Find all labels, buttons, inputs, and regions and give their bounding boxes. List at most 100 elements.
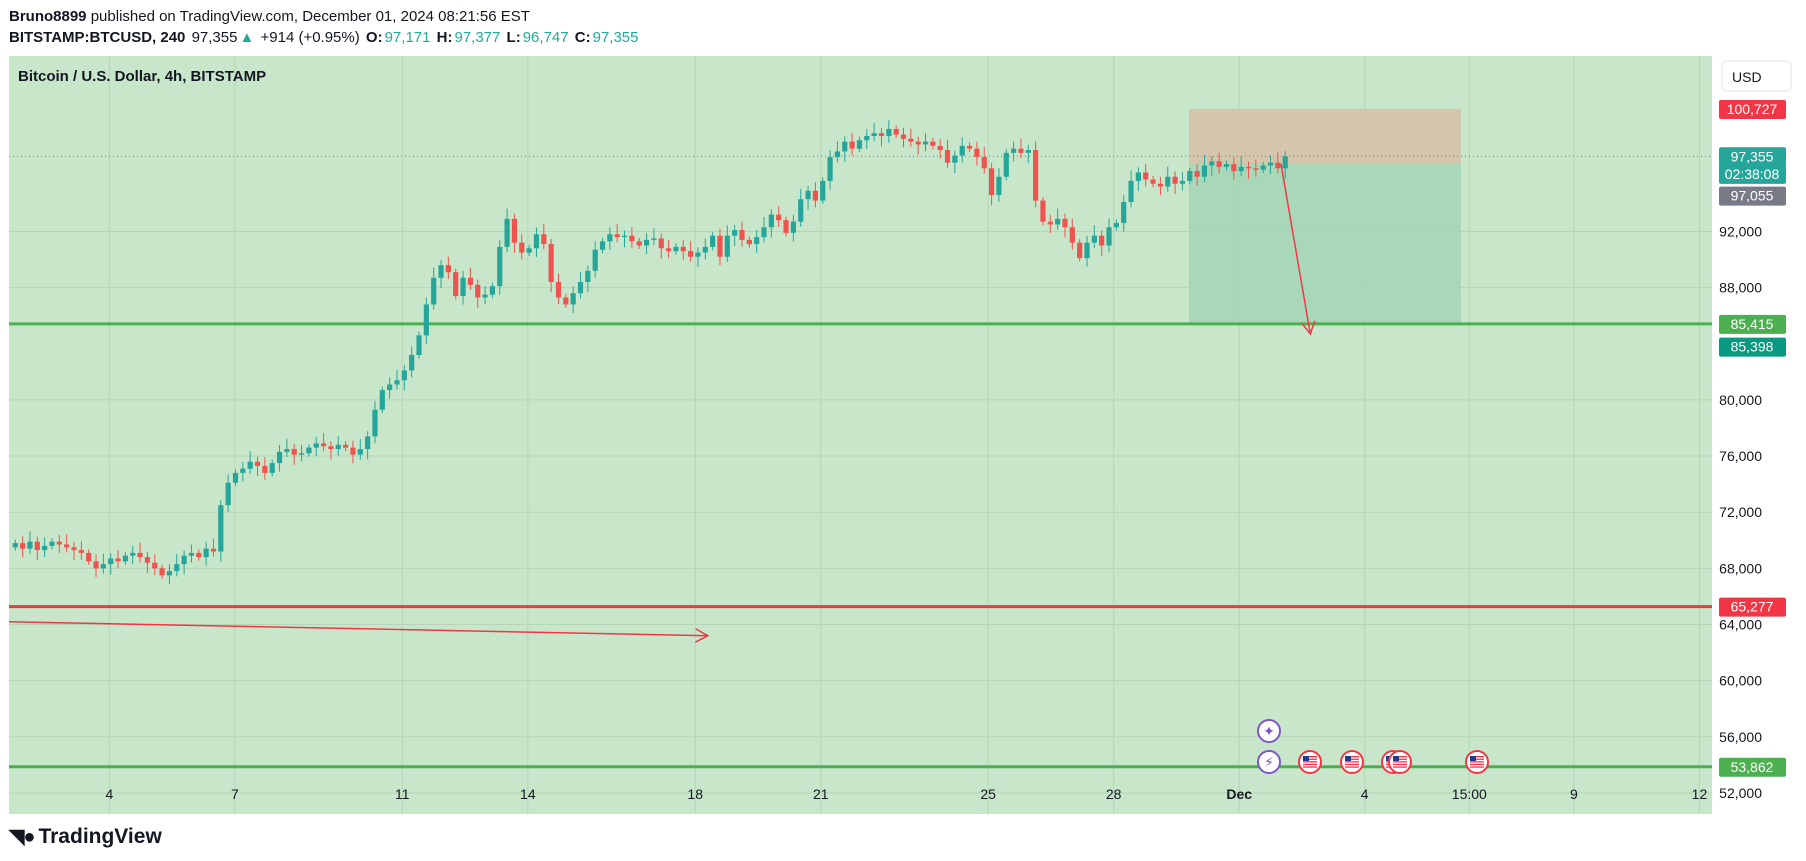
candle: [1209, 156, 1215, 176]
x-tick-label: 18: [687, 786, 703, 802]
candle-body: [739, 230, 745, 240]
candle-body: [188, 552, 195, 556]
candle: [174, 553, 180, 577]
candle-body: [203, 548, 209, 558]
candle-body: [453, 272, 459, 297]
candle-body: [225, 482, 231, 506]
candle: [1194, 164, 1200, 186]
candle: [607, 227, 613, 250]
candle-body: [1143, 172, 1149, 180]
take-profit-zone: [1188, 164, 1461, 324]
x-tick-label: 11: [395, 786, 410, 802]
candle-body: [570, 293, 576, 305]
time-axis[interactable]: 4 7 11 14 18 21 25 28 Dec 4 15:00 9 12: [106, 786, 1708, 802]
candle: [350, 440, 356, 464]
candle: [203, 541, 209, 566]
candle: [328, 441, 334, 460]
short-position-tool[interactable]: [1188, 108, 1461, 324]
candle: [159, 564, 165, 579]
candle-body: [431, 277, 437, 305]
candle: [475, 279, 481, 308]
price-label-bg: [1719, 314, 1786, 334]
y-tick-label: 76,000: [1719, 448, 1762, 464]
candle-body: [981, 157, 987, 169]
candle-body: [658, 238, 664, 249]
candle: [665, 239, 672, 258]
candle-body: [247, 461, 253, 469]
economic-events[interactable]: ✦⚡: [1257, 719, 1489, 774]
candle-body: [174, 564, 180, 572]
candle-body: [137, 552, 143, 558]
price-label-bg: [1719, 186, 1786, 206]
high-label: H:: [436, 29, 453, 46]
candle: [284, 438, 290, 458]
candle: [1267, 155, 1274, 175]
candle-body: [673, 246, 679, 252]
author-name[interactable]: Bruno8899: [9, 8, 87, 25]
flag-canton: [1303, 756, 1309, 761]
candle-body: [717, 235, 723, 257]
candle-body: [276, 451, 283, 464]
candle-body: [548, 244, 554, 282]
candle: [592, 241, 598, 278]
candle-body: [122, 555, 128, 562]
candle: [717, 228, 723, 266]
candle: [636, 237, 642, 250]
candle-body: [86, 552, 92, 562]
candle: [1033, 141, 1039, 208]
candle-body: [1011, 148, 1017, 153]
flag-stripe: [1345, 758, 1359, 760]
candle: [922, 133, 929, 152]
candle-body: [526, 248, 532, 253]
flag-stripe: [1345, 763, 1359, 766]
flag-stripe: [1470, 763, 1484, 766]
candle: [108, 553, 114, 575]
candle: [1106, 218, 1112, 253]
currency-button[interactable]: [1721, 60, 1792, 92]
candle: [1150, 176, 1156, 188]
candle-body: [467, 277, 473, 285]
candle-body: [1238, 166, 1244, 172]
price-label-text: 85,415: [1731, 316, 1774, 332]
x-tick-label: 4: [106, 786, 114, 802]
price-label-bg: [1719, 597, 1786, 617]
candle-body: [71, 547, 77, 551]
candle-body: [1084, 242, 1090, 259]
y-tick-label: 56,000: [1719, 729, 1762, 745]
candle: [1231, 157, 1237, 180]
candle: [27, 531, 33, 554]
candle: [827, 150, 833, 190]
candle-body: [665, 248, 672, 252]
price-label: 65,277: [1719, 597, 1786, 617]
candle: [34, 536, 40, 561]
candle: [1179, 172, 1186, 191]
candle: [915, 136, 921, 155]
currency-button-label[interactable]: USD: [1732, 69, 1762, 85]
candle: [269, 459, 275, 477]
candle: [453, 268, 459, 300]
candle: [1201, 155, 1208, 182]
candle: [724, 225, 730, 262]
candle: [585, 265, 591, 293]
candle: [629, 227, 635, 249]
horizontal-lines[interactable]: [9, 155, 1712, 769]
candle-body: [541, 234, 547, 245]
price-axis[interactable]: 52,000 56,000 60,000 64,000 68,000 72,000 76,0…: [1719, 223, 1762, 800]
candle-body: [423, 304, 429, 336]
candle: [12, 539, 18, 551]
candle: [812, 182, 819, 208]
candle-body: [379, 390, 385, 410]
candle-body: [152, 562, 158, 569]
candle: [739, 221, 745, 247]
candle: [401, 365, 407, 391]
flag-stripe: [1345, 756, 1359, 758]
candle-body: [460, 277, 466, 297]
footer-brand[interactable]: ◥● TradingView: [9, 824, 162, 849]
candle-body: [790, 221, 796, 233]
candle: [959, 137, 965, 163]
price-label: 97,355: [1719, 147, 1786, 167]
us-flag-icon: [1465, 750, 1489, 774]
candle-body: [1201, 165, 1208, 177]
drawn-arrows[interactable]: [8, 163, 1316, 643]
